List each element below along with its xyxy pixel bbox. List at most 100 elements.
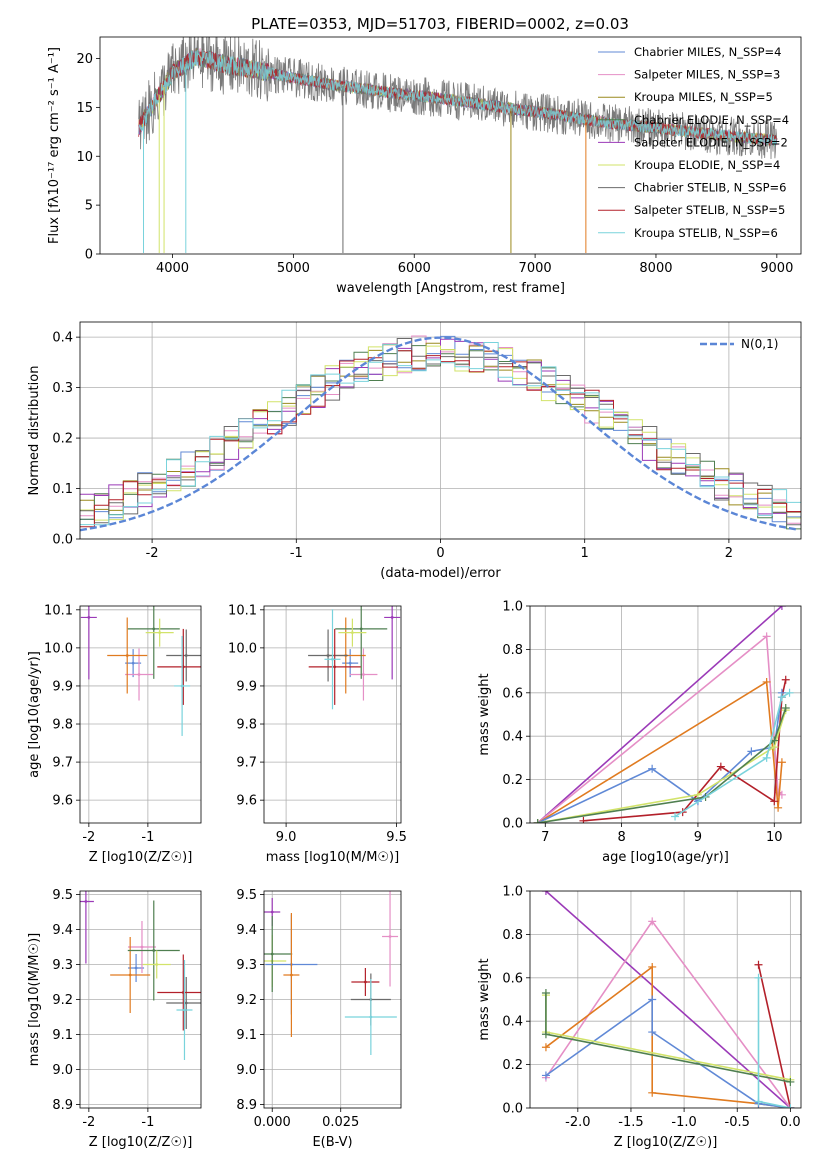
y-tick-label: 9.2 xyxy=(52,993,73,1008)
y-tick-label: 1.0 xyxy=(502,600,523,615)
y-axis-label: mass [log10(M/M☉)] xyxy=(27,933,42,1066)
weight-series xyxy=(545,997,791,1108)
plus-marker xyxy=(754,960,763,969)
axes-frame xyxy=(263,605,402,824)
y-tick-label: 0.2 xyxy=(502,1058,523,1073)
x-tick-label: 2 xyxy=(725,546,733,561)
y-tick-label: 8.9 xyxy=(52,1098,73,1113)
spectrum-series xyxy=(138,37,778,160)
plus-marker xyxy=(762,677,771,686)
x-axis-label: mass [log10(M/M☉)] xyxy=(266,850,399,865)
y-tick-label: 9.7 xyxy=(52,756,73,771)
weight-series xyxy=(583,679,787,822)
y-tick-label: 0.3 xyxy=(52,381,73,396)
y-tick-label: 0.4 xyxy=(502,1015,523,1030)
x-tick-label: 9 xyxy=(694,830,702,845)
y-tick-label: 0.4 xyxy=(502,730,523,745)
y-tick-label: 0.2 xyxy=(52,432,73,447)
y-tick-label: 9.0 xyxy=(52,1063,73,1078)
x-tick-label: 5000 xyxy=(277,261,310,276)
data-point xyxy=(390,616,394,619)
plus-marker xyxy=(648,1088,657,1097)
y-tick-label: 10.1 xyxy=(228,603,257,618)
x-tick-label: -0.5 xyxy=(725,1115,750,1130)
y-tick-label: 9.6 xyxy=(236,794,257,809)
plus-marker xyxy=(754,1097,763,1106)
y-tick-label: 9.2 xyxy=(236,993,257,1008)
histogram-series xyxy=(80,345,801,521)
x-tick-label: 8000 xyxy=(639,261,672,276)
legend-entry: Chabrier ELODIE, N_SSP=4 xyxy=(634,113,789,127)
x-axis-label: E(B-V) xyxy=(312,1135,352,1150)
y-axis-label: Normed distribution xyxy=(27,366,42,496)
data-point xyxy=(152,627,156,631)
x-tick-label: 7000 xyxy=(519,261,552,276)
legend-entry: Kroupa STELIB, N_SSP=6 xyxy=(634,226,778,240)
x-axis-label: (data-model)/error xyxy=(380,566,501,581)
x-tick-label: -2 xyxy=(82,1115,95,1130)
data-point xyxy=(326,654,330,657)
plot-area xyxy=(530,606,801,823)
data-point xyxy=(87,616,91,619)
data-point xyxy=(137,673,141,676)
data-point xyxy=(125,654,129,657)
plus-marker xyxy=(579,816,588,823)
y-tick-label: 0.8 xyxy=(502,643,523,658)
data-point xyxy=(155,963,159,966)
y-tick-label: 9.8 xyxy=(52,718,73,733)
x-tick-label: 0 xyxy=(436,546,444,561)
plus-marker xyxy=(533,819,542,823)
data-point xyxy=(152,949,156,952)
x-axis-label: Z [log10(Z/Z☉)] xyxy=(89,1135,193,1150)
plus-marker xyxy=(781,703,790,712)
x-tick-label: -1.5 xyxy=(618,1115,643,1130)
histogram-series xyxy=(80,342,801,526)
y-tick-label: 1.0 xyxy=(502,885,523,900)
data-point xyxy=(369,1015,373,1019)
axes-frame xyxy=(529,605,802,824)
x-tick-label: -1 xyxy=(290,546,303,561)
y-tick-label: 9.5 xyxy=(52,888,73,903)
weight-series xyxy=(545,995,791,1081)
plus-marker xyxy=(648,995,657,1004)
data-point xyxy=(270,952,274,956)
x-axis-label: Z [log10(Z/Z☉)] xyxy=(89,850,193,865)
y-tick-label: 9.3 xyxy=(236,958,257,973)
plus-marker xyxy=(785,688,794,697)
data-point xyxy=(331,657,334,661)
y-tick-label: 0.1 xyxy=(52,482,73,497)
y-tick-label: 9.3 xyxy=(52,958,73,973)
weight-series xyxy=(545,920,792,1108)
data-point xyxy=(184,1001,188,1005)
data-point xyxy=(388,935,392,938)
plus-marker xyxy=(762,632,771,641)
y-tick-label: 9.9 xyxy=(52,679,73,694)
weight-series xyxy=(537,606,783,823)
data-point xyxy=(128,973,132,977)
axes-frame xyxy=(79,605,202,824)
y-tick-label: 9.8 xyxy=(236,718,257,733)
y-tick-label: 9.4 xyxy=(52,923,73,938)
data-point xyxy=(84,900,88,903)
data-point xyxy=(183,1008,186,1012)
y-tick-label: 9.4 xyxy=(236,923,257,938)
y-tick-label: 0 xyxy=(85,248,93,263)
plus-marker xyxy=(541,891,550,895)
axes-frame xyxy=(529,890,802,1109)
y-tick-label: 15 xyxy=(76,101,93,116)
weight-series xyxy=(757,964,792,1108)
y-tick-label: 0.8 xyxy=(502,928,523,943)
plus-marker xyxy=(786,1077,795,1086)
plus-marker xyxy=(541,988,550,997)
y-tick-label: 9.1 xyxy=(52,1028,73,1043)
x-tick-label: 0.000 xyxy=(254,1115,291,1130)
x-tick-label: -1 xyxy=(141,1115,154,1130)
y-tick-label: 10.0 xyxy=(228,641,257,656)
x-tick-label: -2 xyxy=(82,830,95,845)
y-tick-label: 0.6 xyxy=(502,686,523,701)
data-point xyxy=(362,673,365,676)
legend-entry: Kroupa MILES, N_SSP=5 xyxy=(634,90,773,104)
plot-area xyxy=(80,322,801,539)
legend-entry: Salpeter MILES, N_SSP=3 xyxy=(634,68,780,82)
y-tick-label: 8.9 xyxy=(236,1098,257,1113)
